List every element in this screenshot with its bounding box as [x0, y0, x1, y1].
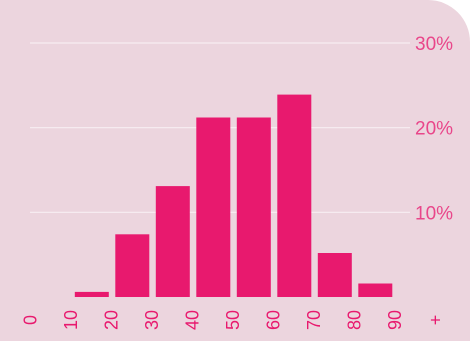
bar-40–50 — [196, 117, 231, 297]
y-tick-label: 20% — [415, 119, 453, 140]
x-tick-labels: 0 10 20 30 40 50 60 70 80 90 + — [20, 310, 445, 330]
x-tick-label: + — [425, 315, 445, 326]
x-tick-label: 30 — [142, 310, 162, 330]
x-tick-label: 40 — [182, 310, 202, 330]
x-tick-label: 20 — [101, 310, 121, 330]
x-tick-label: 10 — [61, 310, 81, 330]
x-tick-label: 70 — [304, 310, 324, 330]
y-tick-label: 30% — [415, 34, 453, 55]
y-tick-label: 10% — [415, 203, 453, 224]
x-tick-label: 50 — [223, 310, 243, 330]
bar-30–40 — [155, 186, 190, 297]
bars — [74, 94, 393, 297]
x-tick-label: 80 — [344, 310, 364, 330]
bar-10–20 — [74, 291, 109, 297]
bar-50–60 — [236, 117, 271, 297]
x-tick-label: 60 — [263, 310, 283, 330]
y-tick-labels: 10% 20% 30% — [415, 34, 453, 224]
bar-20–30 — [115, 234, 150, 297]
x-tick-label: 0 — [20, 315, 40, 325]
bar-60–70 — [277, 94, 312, 297]
bar-80–90 — [358, 283, 393, 297]
bar-70–80 — [317, 253, 352, 297]
x-tick-label: 90 — [385, 310, 405, 330]
